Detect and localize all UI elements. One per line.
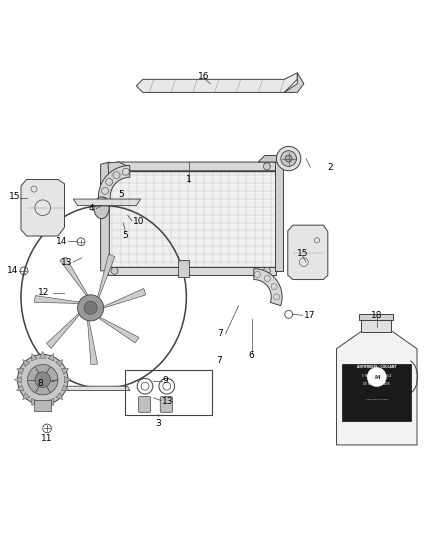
Circle shape: [263, 163, 270, 170]
Polygon shape: [97, 254, 115, 300]
Text: 11: 11: [41, 434, 53, 443]
Text: 10: 10: [133, 217, 145, 226]
FancyBboxPatch shape: [160, 397, 173, 413]
Polygon shape: [21, 180, 64, 236]
Polygon shape: [108, 266, 276, 275]
Polygon shape: [108, 171, 276, 266]
Polygon shape: [336, 332, 417, 445]
Text: 12: 12: [39, 288, 50, 297]
Text: 7: 7: [216, 356, 222, 365]
Polygon shape: [275, 162, 283, 271]
Polygon shape: [87, 318, 98, 365]
Text: 4: 4: [88, 204, 94, 213]
Polygon shape: [288, 225, 328, 279]
Text: 3: 3: [155, 419, 161, 428]
Circle shape: [78, 295, 104, 321]
Polygon shape: [48, 398, 54, 406]
Polygon shape: [14, 376, 21, 383]
Polygon shape: [32, 353, 38, 361]
Text: 14: 14: [7, 266, 18, 276]
Polygon shape: [17, 368, 24, 374]
Polygon shape: [48, 353, 54, 361]
Polygon shape: [136, 73, 297, 92]
Polygon shape: [178, 260, 188, 277]
Polygon shape: [39, 401, 46, 408]
Text: M: M: [374, 375, 379, 379]
Text: 1: 1: [186, 175, 191, 184]
Polygon shape: [258, 156, 291, 162]
Polygon shape: [61, 385, 69, 391]
Polygon shape: [254, 269, 282, 306]
Text: ANTIFREEZE / COOLANT: ANTIFREEZE / COOLANT: [357, 365, 396, 369]
Bar: [359, 314, 393, 320]
Text: 15: 15: [297, 249, 308, 258]
Text: 17: 17: [304, 311, 315, 320]
Polygon shape: [64, 376, 71, 383]
Text: 18: 18: [371, 311, 382, 320]
Polygon shape: [284, 73, 304, 92]
Bar: [125, 370, 212, 415]
Polygon shape: [23, 360, 30, 367]
Polygon shape: [60, 257, 89, 297]
Polygon shape: [108, 162, 284, 171]
Circle shape: [35, 372, 50, 387]
Circle shape: [111, 268, 118, 274]
Polygon shape: [46, 312, 81, 349]
Text: 6: 6: [249, 351, 254, 360]
Polygon shape: [101, 162, 110, 271]
Polygon shape: [60, 386, 130, 391]
Circle shape: [28, 365, 58, 395]
Text: 2: 2: [327, 163, 333, 172]
Circle shape: [84, 301, 97, 314]
Circle shape: [281, 151, 297, 166]
Circle shape: [367, 367, 386, 386]
Text: 13: 13: [61, 257, 72, 266]
Polygon shape: [56, 393, 63, 400]
Text: 5 YEAR / 100,000 MILE: 5 YEAR / 100,000 MILE: [362, 374, 392, 378]
Bar: [360, 320, 391, 332]
Text: DO NOT ADD WATER: DO NOT ADD WATER: [364, 382, 390, 386]
Text: 13: 13: [162, 397, 173, 406]
Polygon shape: [102, 288, 146, 309]
Circle shape: [285, 155, 292, 162]
Polygon shape: [61, 368, 69, 374]
Circle shape: [111, 163, 118, 170]
Polygon shape: [97, 316, 139, 343]
Bar: [34, 400, 51, 411]
Polygon shape: [108, 162, 127, 184]
FancyBboxPatch shape: [138, 397, 151, 413]
Circle shape: [263, 268, 270, 274]
Bar: [342, 365, 411, 421]
Polygon shape: [56, 360, 63, 367]
Text: 14: 14: [56, 237, 67, 246]
Text: 7: 7: [218, 329, 223, 338]
Ellipse shape: [94, 197, 109, 219]
Text: 5: 5: [118, 190, 124, 199]
Text: 9: 9: [162, 376, 168, 385]
Circle shape: [18, 354, 68, 405]
Polygon shape: [99, 166, 130, 207]
Polygon shape: [73, 199, 141, 206]
Polygon shape: [32, 398, 38, 406]
Text: 5: 5: [123, 231, 128, 240]
Polygon shape: [34, 296, 81, 303]
Circle shape: [276, 147, 301, 171]
Polygon shape: [23, 393, 30, 400]
Polygon shape: [39, 351, 46, 358]
Text: 8: 8: [38, 378, 43, 387]
Polygon shape: [17, 385, 24, 391]
Text: 100% PREDILUTED: 100% PREDILUTED: [366, 399, 388, 400]
Text: 15: 15: [9, 192, 20, 201]
Text: 16: 16: [198, 72, 209, 81]
